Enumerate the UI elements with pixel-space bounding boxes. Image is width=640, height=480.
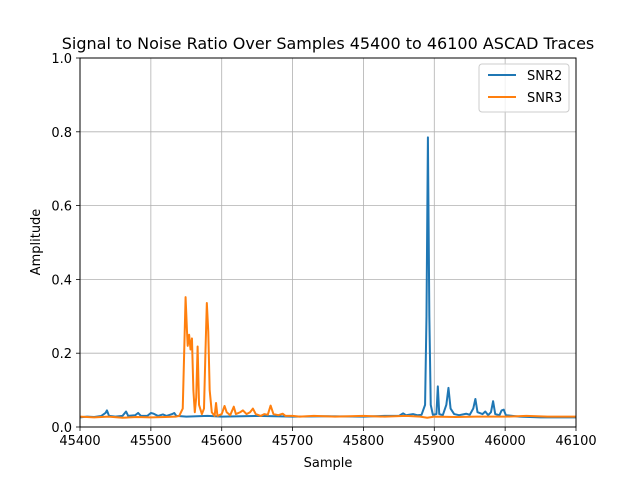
x-tick-label: 45700 [272, 434, 313, 449]
y-axis-label: Amplitude [29, 209, 44, 276]
legend-label-snr2: SNR2 [527, 69, 562, 84]
series-line-snr2 [79, 136, 576, 419]
x-tick-label: 45400 [59, 434, 100, 449]
x-tick-label: 45600 [201, 434, 242, 449]
axis-ticks: 45400 45500 45600 45700 45800 45900 46000 46100… [51, 52, 596, 449]
y-tick-label: 0.0 [51, 421, 72, 436]
y-tick-label: 0.8 [51, 126, 72, 141]
series-lines [79, 136, 576, 419]
x-tick-label: 45900 [414, 434, 455, 449]
y-tick-label: 0.4 [51, 273, 72, 288]
x-tick-label: 46000 [484, 434, 525, 449]
x-tick-label: 46100 [555, 434, 596, 449]
y-tick-label: 0.6 [51, 200, 72, 215]
x-tick-label: 45800 [343, 434, 384, 449]
series-line-snr3 [79, 296, 576, 419]
x-tick-label: 45500 [130, 434, 171, 449]
legend-label-snr3: SNR3 [527, 91, 562, 106]
chart-title: Signal to Noise Ratio Over Samples 45400… [62, 34, 595, 53]
y-tick-label: 1.0 [51, 52, 72, 67]
plot-frame [79, 57, 577, 428]
legend: SNR2 SNR3 [478, 63, 570, 113]
x-axis-label: Sample [304, 456, 353, 471]
y-tick-label: 0.2 [51, 347, 72, 362]
